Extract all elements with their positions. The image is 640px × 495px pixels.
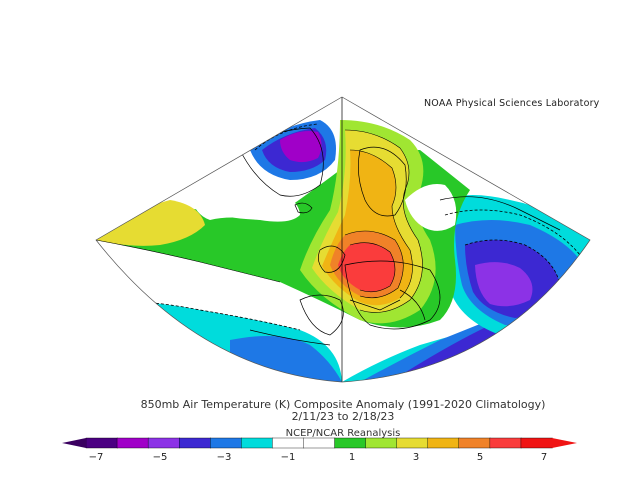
colorbar-tick-label: 7 [540,452,548,463]
coastlines [239,127,561,346]
colorbar-segment [116,437,149,449]
date-range: 2/11/23 to 2/18/23 [291,410,395,423]
colorbar-segment [520,437,553,449]
colorbar-segment [178,437,211,449]
colorbar-segment [489,437,522,449]
colorbar-segment [241,437,274,449]
colorbar-segment [458,437,491,449]
colorbar-tick-label: −3 [216,452,232,463]
credit-label: NOAA Physical Sciences Laboratory [424,98,600,109]
colorbar-segment [365,437,398,449]
colorbar-tick-label: −1 [280,452,296,463]
colorbar-tick-label: −5 [152,452,168,463]
colorbar-high-arrow [552,438,577,448]
colorbar-segment [272,437,305,449]
colorbar-segment [147,437,180,449]
colorbar-segment [210,437,243,449]
colorbar-tick-label: 3 [412,452,420,463]
colorbar-low-arrow [62,438,86,448]
colorbar-segment [303,437,336,449]
colorbar-segment [396,437,429,449]
data-source: NCEP/NCAR Reanalysis [285,428,401,439]
positive-contours [96,129,423,313]
colorbar-tick-label: 5 [476,452,484,463]
colorbar-segment [334,437,367,449]
colorbar-segment [427,437,460,449]
colorbar-tick-label: −7 [88,452,104,463]
colorbar-tick-label: 1 [348,452,356,463]
colorbar-segment [85,437,118,449]
map-title: 850mb Air Temperature (K) Composite Anom… [140,398,546,411]
map-outline [95,96,591,383]
